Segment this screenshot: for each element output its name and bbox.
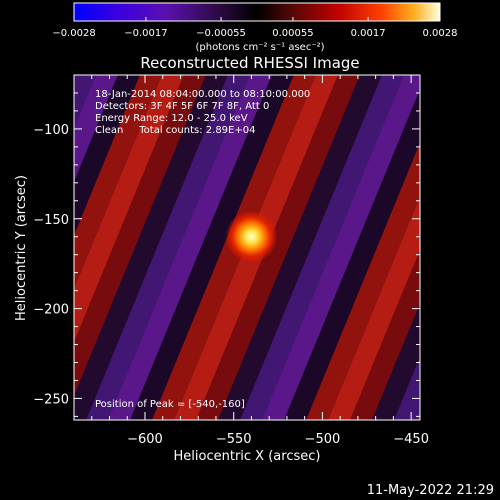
fringe-stripe (416, 410, 420, 420)
x-tick-label: −600 (127, 432, 163, 447)
colorbar-unit-label: (photons cm⁻² s⁻¹ asec⁻²) (195, 42, 324, 53)
peak-source (225, 210, 278, 263)
colorbar-tick-label: −0.0028 (52, 28, 95, 39)
y-tick-label: −200 (33, 303, 69, 318)
y-tick-label: −100 (33, 123, 69, 138)
colorbar-ticks: −0.0028 −0.0017 −0.00055 0.00055 0.0017 0.002… (52, 17, 458, 39)
annotation-counts: Clean Total counts: 2.89E+04 (95, 125, 255, 136)
fringe-stripe (350, 249, 420, 420)
fringe-stripe (108, 75, 272, 420)
fringe-stripe (86, 75, 250, 420)
fringe-stripe (306, 142, 420, 420)
fringe-stripe (394, 357, 420, 420)
x-tick-label: −500 (305, 432, 341, 447)
fringe-stripe (74, 75, 206, 396)
annotation-energy-range: Energy Range: 12.0 - 25.0 keV (95, 113, 248, 124)
heatmap (0, 65, 500, 430)
colorbar-tick-label: 0.0017 (351, 28, 386, 39)
colorbar-tick-label: −0.0017 (124, 28, 167, 39)
colorbar-frame (73, 2, 441, 22)
footer-timestamp: 11-May-2022 21:29 (367, 483, 494, 498)
fringe-stripe (372, 303, 420, 420)
colorbar-tick-label: −0.00055 (196, 28, 246, 39)
plot-frame (73, 74, 421, 421)
fringe-stripe (262, 75, 420, 420)
fringe-stripe (196, 75, 360, 420)
x-axis-title: Heliocentric X (arcsec) (174, 449, 321, 464)
colorbar (74, 3, 440, 21)
fringe-stripe (434, 65, 500, 430)
fringe-stripe (74, 75, 96, 129)
y-axis-title: Heliocentric Y (arcsec) (14, 175, 29, 321)
x-tick-label: −450 (393, 432, 429, 447)
y-tick-label: −250 (33, 392, 69, 407)
peak-position-label: Position of Peak = [-540,-160] (95, 399, 245, 410)
fringe-stripe (478, 65, 500, 430)
annotation-time-range: 18-Jan-2014 08:04:00.000 to 08:10:00.000 (95, 89, 310, 100)
fringe-stripe (0, 65, 78, 430)
fringe-stripe (0, 65, 12, 430)
fringe-stripe (130, 75, 294, 420)
fringe-stripe (240, 75, 404, 420)
x-tick-label: −550 (216, 432, 252, 447)
axis-ticks: −600 −550 −500 −450 −250 −200 −150 −100 (33, 74, 429, 447)
fringe-stripe (456, 65, 500, 430)
fringe-stripe (218, 75, 382, 420)
annotation-detectors: Detectors: 3F 4F 5F 6F 7F 8F, Att 0 (95, 101, 269, 112)
y-tick-label: −150 (33, 213, 69, 228)
colorbar-tick-label: 0.0028 (423, 28, 458, 39)
fringe-stripe (284, 89, 420, 420)
fringe-stripe (74, 75, 228, 420)
fringe-stripe (328, 196, 420, 420)
colorbar-tick-label: 0.00055 (272, 28, 313, 39)
chart-title: Reconstructed RHESSI Image (140, 54, 359, 72)
